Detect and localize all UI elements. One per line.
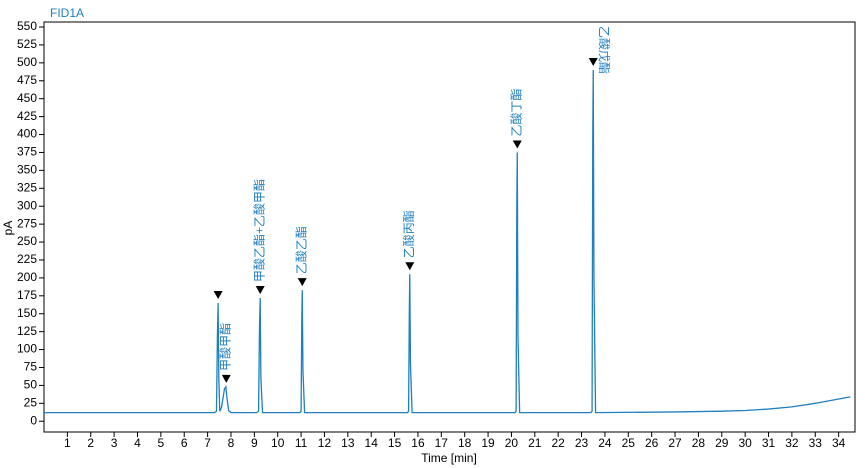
peak-label: 乙酸乙酯 xyxy=(293,226,308,274)
peak-label: 甲酸乙酯+乙酸甲酯 xyxy=(251,179,266,282)
x-tick-label: 32 xyxy=(785,436,799,450)
x-tick-label: 21 xyxy=(528,436,542,450)
x-tick-label: 14 xyxy=(365,436,379,450)
x-tick-label: 17 xyxy=(435,436,449,450)
x-tick-label: 34 xyxy=(832,436,846,450)
x-tick-label: 12 xyxy=(318,436,332,450)
x-axis-label: Time [min] xyxy=(421,451,477,465)
x-tick-label: 3 xyxy=(111,436,118,450)
y-tick-label: 275 xyxy=(17,216,37,230)
y-tick-label: 550 xyxy=(17,19,37,33)
y-tick-label: 175 xyxy=(17,288,37,302)
plot-frame xyxy=(43,21,856,433)
peak-label: 乙酸丁酯 xyxy=(508,88,523,136)
peak-label: 乙酸丙酯 xyxy=(401,210,416,258)
chart-title: FID1A xyxy=(50,6,84,20)
x-tick-label: 13 xyxy=(341,436,355,450)
peak-marker xyxy=(512,140,522,149)
x-tick-label: 6 xyxy=(181,436,188,450)
x-tick-label: 16 xyxy=(411,436,425,450)
peak-marker xyxy=(297,278,307,287)
y-tick-label: 425 xyxy=(17,109,37,123)
x-tick-label: 33 xyxy=(809,436,823,450)
x-tick-label: 9 xyxy=(251,436,258,450)
y-tick-label: 400 xyxy=(17,127,37,141)
x-tick-label: 25 xyxy=(622,436,636,450)
y-axis-label: pA xyxy=(1,221,15,236)
x-tick-label: 22 xyxy=(551,436,565,450)
x-tick-label: 20 xyxy=(505,436,519,450)
x-tick-label: 2 xyxy=(87,436,94,450)
y-tick-label: 475 xyxy=(17,73,37,87)
y-tick-label: 350 xyxy=(17,163,37,177)
y-tick-label: 250 xyxy=(17,234,37,248)
x-tick-label: 15 xyxy=(388,436,402,450)
x-tick-label: 23 xyxy=(575,436,589,450)
y-tick-label: 300 xyxy=(17,198,37,212)
y-tick-label: 450 xyxy=(17,91,37,105)
y-tick-label: 500 xyxy=(17,55,37,69)
y-tick-label: 325 xyxy=(17,180,37,194)
peak-marker xyxy=(255,285,265,294)
peak-marker xyxy=(221,374,231,383)
peak-marker xyxy=(213,290,223,299)
x-tick-label: 19 xyxy=(481,436,495,450)
y-tick-label: 375 xyxy=(17,145,37,159)
x-tick-label: 24 xyxy=(598,436,612,450)
peak-label: 甲酸甲酯 xyxy=(217,323,232,371)
y-tick-label: 225 xyxy=(17,252,37,266)
peak-marker xyxy=(588,58,598,67)
y-tick-label: 150 xyxy=(17,306,37,320)
y-tick-label: 75 xyxy=(24,360,38,374)
y-tick-label: 25 xyxy=(24,396,38,410)
y-tick-label: 50 xyxy=(24,378,38,392)
x-tick-label: 28 xyxy=(692,436,706,450)
x-tick-label: 31 xyxy=(762,436,776,450)
y-tick-label: 125 xyxy=(17,324,37,338)
peak-marker xyxy=(405,262,415,271)
signal-line xyxy=(44,70,851,414)
x-tick-label: 8 xyxy=(228,436,235,450)
x-tick-label: 18 xyxy=(458,436,472,450)
x-tick-label: 4 xyxy=(134,436,141,450)
x-tick-label: 11 xyxy=(295,436,308,450)
peak-label: 乙酸戊酯 xyxy=(597,26,612,74)
x-tick-label: 5 xyxy=(158,436,165,450)
x-tick-label: 26 xyxy=(645,436,659,450)
y-tick-label: 0 xyxy=(30,413,37,427)
x-tick-label: 10 xyxy=(271,436,285,450)
x-tick-label: 30 xyxy=(738,436,752,450)
y-tick-label: 100 xyxy=(17,342,37,356)
y-tick-label: 525 xyxy=(17,37,37,51)
x-tick-label: 7 xyxy=(204,436,211,450)
x-tick-label: 27 xyxy=(668,436,682,450)
x-tick-label: 1 xyxy=(64,436,71,450)
y-tick-label: 200 xyxy=(17,270,37,284)
x-tick-label: 29 xyxy=(715,436,729,450)
